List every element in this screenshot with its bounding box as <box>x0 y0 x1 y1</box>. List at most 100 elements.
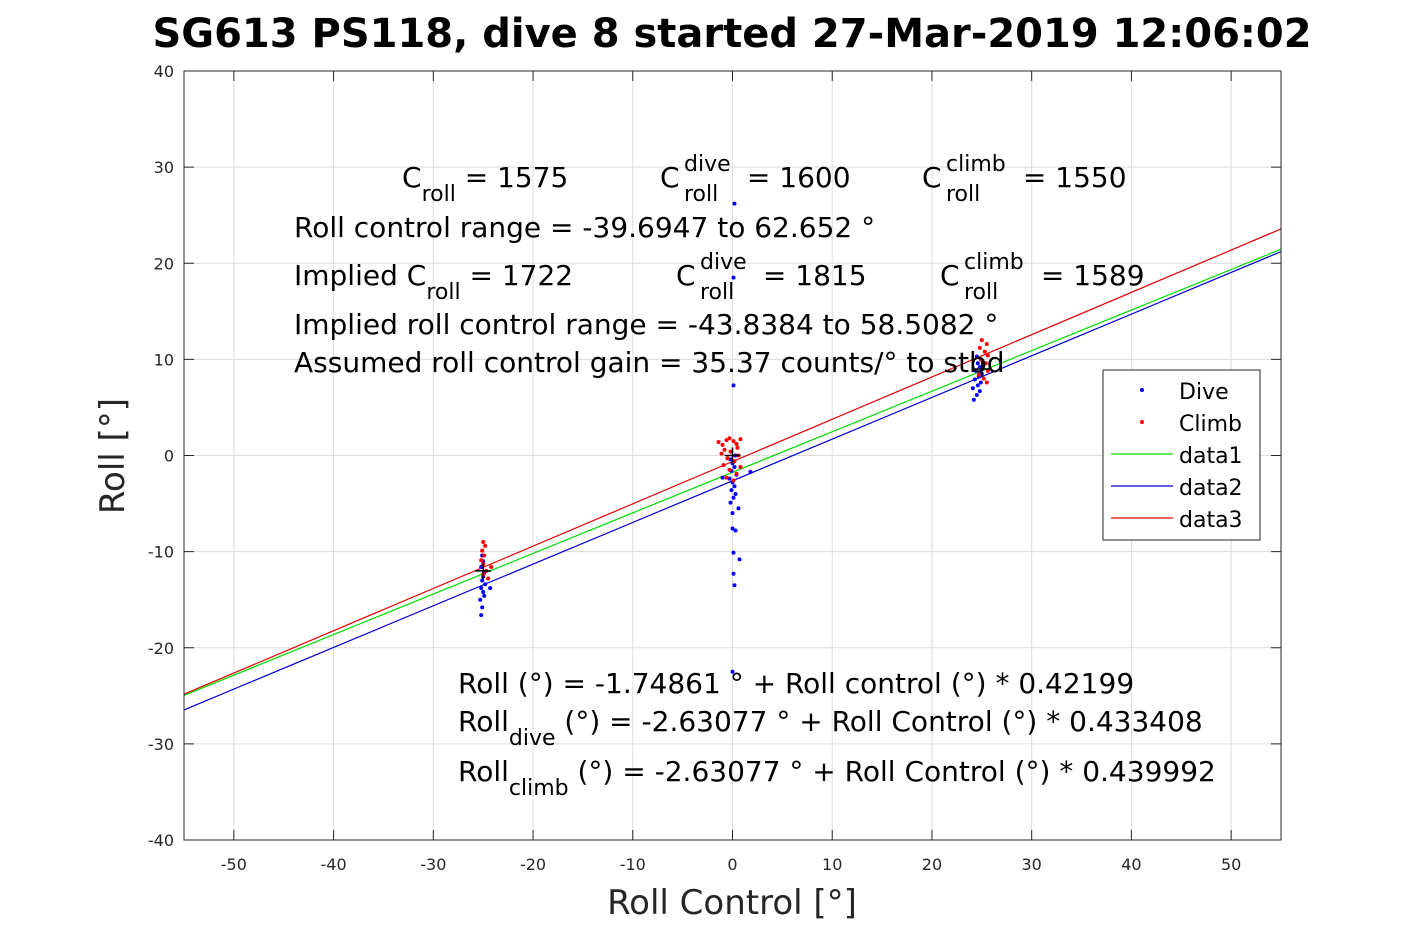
x-tick-label: 30 <box>1022 855 1042 874</box>
point-climb <box>728 449 733 454</box>
x-tick-label: 0 <box>727 855 737 874</box>
point-climb <box>738 437 743 442</box>
y-tick-label: 30 <box>154 158 174 177</box>
point-climb <box>489 565 494 570</box>
annotation-gain: Assumed roll control gain = 35.37 counts… <box>294 346 1005 379</box>
y-tick-label: -40 <box>148 831 174 850</box>
point-climb <box>979 338 984 343</box>
point-dive <box>731 571 736 576</box>
x-tick-label: -40 <box>321 855 347 874</box>
point-dive <box>977 365 982 370</box>
legend-label-data1: data1 <box>1179 444 1243 469</box>
point-dive <box>480 578 485 583</box>
y-tick-label: -10 <box>148 543 174 562</box>
point-climb <box>732 459 737 464</box>
data-points <box>478 201 990 674</box>
y-tick-label: 40 <box>154 62 174 81</box>
annotation-fit-climb: Rollclimb (°) = -2.63077 ° + Roll Contro… <box>458 755 1216 801</box>
annotation-implied-range: Implied roll control range = -43.8384 to… <box>294 308 998 341</box>
point-dive <box>478 597 483 602</box>
point-climb <box>479 558 484 563</box>
point-climb <box>985 368 990 373</box>
point-dive <box>736 506 741 511</box>
point-dive <box>482 593 487 598</box>
center-marker <box>973 360 990 377</box>
point-climb <box>727 436 732 441</box>
y-tick-label: -30 <box>148 735 174 754</box>
point-dive <box>970 386 975 391</box>
point-dive <box>480 605 485 610</box>
point-dive <box>731 275 736 280</box>
annotation-implied-c-roll: Implied Croll = 1722 <box>294 259 573 305</box>
center-marker <box>475 562 492 579</box>
point-dive <box>479 613 484 618</box>
point-dive <box>972 377 977 382</box>
point-dive <box>730 526 735 531</box>
center-markers <box>475 360 990 579</box>
legend-label-dive: Dive <box>1179 380 1229 405</box>
point-climb <box>735 445 740 450</box>
y-tick-label: 10 <box>154 350 174 369</box>
y-axis-label: Roll [°] <box>93 398 133 514</box>
point-climb <box>486 576 491 581</box>
x-tick-label: -30 <box>420 855 446 874</box>
annotation-fit: Roll (°) = -1.74861 ° + Roll control (°)… <box>458 667 1134 700</box>
point-dive <box>481 589 486 594</box>
legend-box <box>1102 369 1261 541</box>
point-dive <box>731 495 736 500</box>
x-tick-label: -50 <box>221 855 247 874</box>
point-dive <box>730 511 735 516</box>
y-tick-label: 20 <box>154 254 174 273</box>
point-dive <box>732 465 737 470</box>
point-climb <box>724 475 729 480</box>
point-dive <box>973 368 978 373</box>
point-dive <box>732 583 737 588</box>
legend-label-data3: data3 <box>1179 508 1243 533</box>
point-dive <box>978 380 983 385</box>
y-tick-label: 0 <box>164 447 174 466</box>
point-climb <box>480 548 485 553</box>
legend-marker-dive <box>1140 388 1144 392</box>
point-dive <box>971 397 976 402</box>
center-marker <box>724 447 741 464</box>
point-dive <box>974 392 979 397</box>
point-dive <box>737 557 742 562</box>
legend-label-data2: data2 <box>1179 476 1243 501</box>
point-climb <box>734 471 739 476</box>
y-tick-label: -20 <box>148 639 174 658</box>
point-dive <box>720 475 725 480</box>
point-climb <box>982 349 987 354</box>
x-tick-label: 40 <box>1121 855 1141 874</box>
point-climb <box>724 438 729 443</box>
point-dive <box>730 669 735 674</box>
point-climb <box>731 478 736 483</box>
point-dive <box>748 469 753 474</box>
point-dive <box>732 201 737 206</box>
x-tick-label: 20 <box>922 855 942 874</box>
annotation-roll-control-range: Roll control range = -39.6947 to 62.652 … <box>294 211 875 244</box>
point-dive <box>729 488 734 493</box>
x-axis-ticks: -50 -40 -30 -20 -10 0 10 20 30 40 50 <box>221 71 1241 874</box>
legend-marker-climb <box>1140 420 1144 424</box>
point-climb <box>985 353 990 358</box>
annotation-c-roll: Croll = 1575 <box>402 161 568 207</box>
point-climb <box>482 553 487 558</box>
point-climb <box>716 440 721 445</box>
point-dive <box>479 586 484 591</box>
point-climb <box>721 463 726 468</box>
point-climb <box>738 465 743 470</box>
point-climb <box>984 341 989 346</box>
x-tick-label: -10 <box>620 855 646 874</box>
point-climb <box>978 357 983 362</box>
point-climb <box>731 439 736 444</box>
x-tick-label: -20 <box>520 855 546 874</box>
point-climb <box>481 540 486 545</box>
point-climb <box>734 441 739 446</box>
legend: Dive Climb data1 data2 data3 <box>1102 369 1261 541</box>
point-climb <box>722 447 727 452</box>
point-dive <box>975 383 980 388</box>
